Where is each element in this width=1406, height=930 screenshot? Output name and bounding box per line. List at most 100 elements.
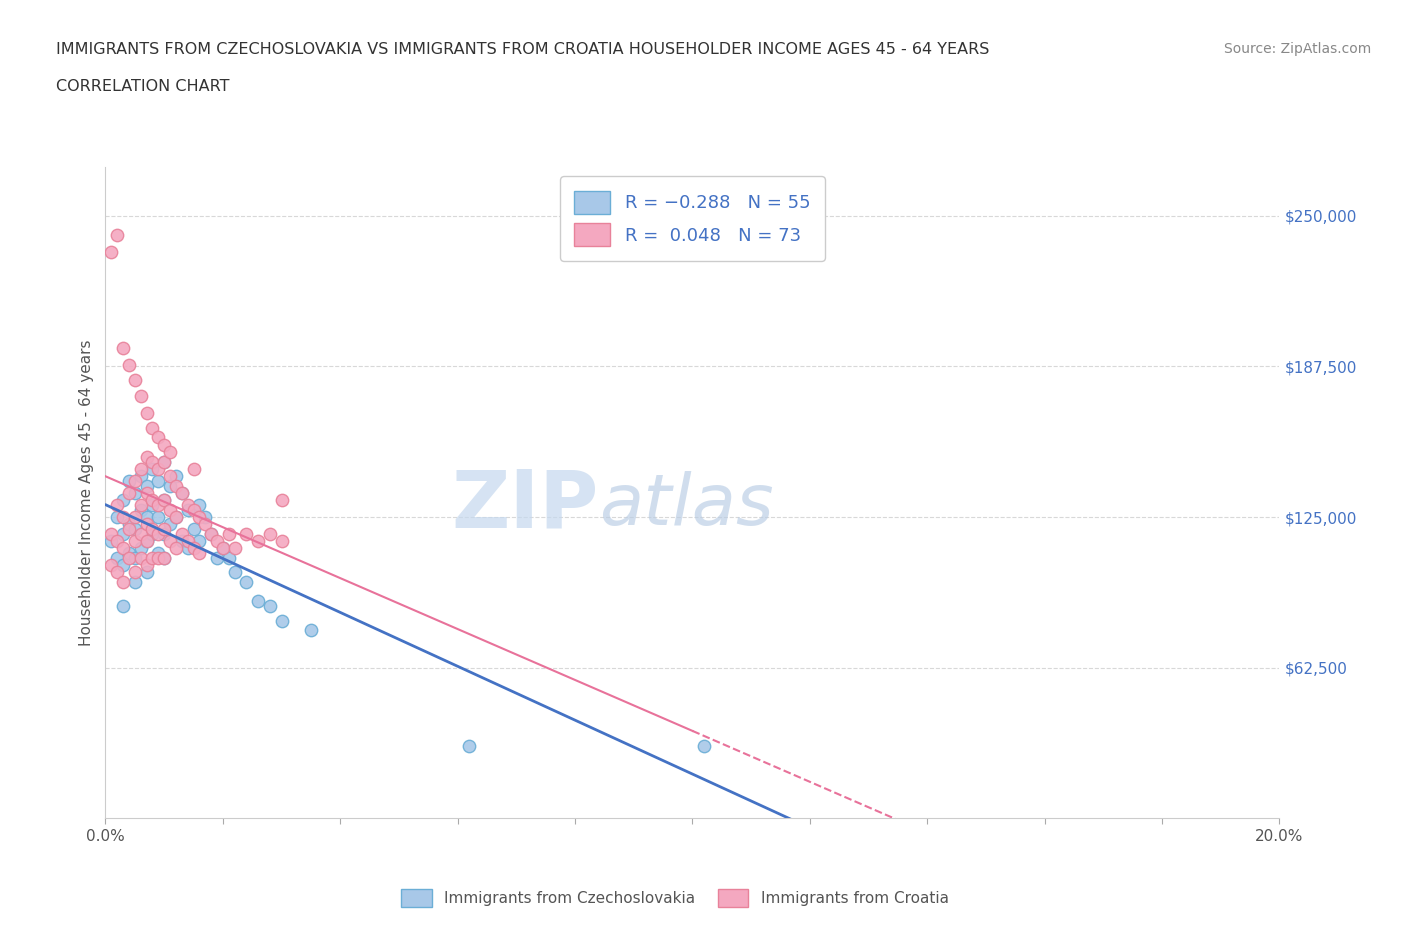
Point xyxy=(129,526,152,541)
Point xyxy=(100,534,122,549)
Point xyxy=(105,228,128,243)
Text: atlas: atlas xyxy=(599,472,773,540)
Point xyxy=(112,510,135,525)
Point xyxy=(105,510,128,525)
Point xyxy=(159,478,181,493)
Point xyxy=(112,575,135,590)
Point xyxy=(105,551,128,565)
Point xyxy=(153,437,176,452)
Point xyxy=(148,430,170,445)
Point xyxy=(200,526,222,541)
Point xyxy=(141,420,163,435)
Point xyxy=(124,575,146,590)
Point xyxy=(153,551,176,565)
Point xyxy=(153,493,176,508)
Point xyxy=(159,445,181,459)
Point xyxy=(153,454,176,469)
Point xyxy=(148,526,170,541)
Point xyxy=(112,493,135,508)
Point xyxy=(211,541,233,556)
Point xyxy=(165,510,187,525)
Point xyxy=(693,738,716,753)
Point xyxy=(188,510,211,525)
Point xyxy=(135,485,157,500)
Point xyxy=(188,498,211,512)
Point xyxy=(183,522,205,537)
Point xyxy=(118,546,141,561)
Point xyxy=(135,405,157,420)
Point xyxy=(176,498,198,512)
Point xyxy=(148,473,170,488)
Point xyxy=(270,613,292,628)
Point xyxy=(159,469,181,484)
Point xyxy=(124,473,146,488)
Point xyxy=(124,534,146,549)
Point xyxy=(129,502,152,517)
Point xyxy=(124,510,146,525)
Point xyxy=(200,526,222,541)
Point xyxy=(118,358,141,373)
Point xyxy=(165,510,187,525)
Point xyxy=(188,546,211,561)
Point xyxy=(270,493,292,508)
Point xyxy=(148,461,170,476)
Point xyxy=(183,461,205,476)
Legend: Immigrants from Czechoslovakia, Immigrants from Croatia: Immigrants from Czechoslovakia, Immigran… xyxy=(395,884,955,913)
Point xyxy=(141,461,163,476)
Point xyxy=(224,541,246,556)
Point xyxy=(176,541,198,556)
Point xyxy=(112,526,135,541)
Point xyxy=(129,389,152,404)
Legend: R = −0.288   N = 55, R =  0.048   N = 73: R = −0.288 N = 55, R = 0.048 N = 73 xyxy=(560,177,825,260)
Point xyxy=(135,517,157,532)
Point xyxy=(458,738,481,753)
Point xyxy=(100,526,122,541)
Point xyxy=(135,565,157,580)
Point xyxy=(118,551,141,565)
Point xyxy=(141,454,163,469)
Point xyxy=(124,522,146,537)
Point xyxy=(247,594,270,609)
Point xyxy=(135,478,157,493)
Text: Source: ZipAtlas.com: Source: ZipAtlas.com xyxy=(1223,42,1371,56)
Point xyxy=(176,502,198,517)
Point xyxy=(170,485,193,500)
Point xyxy=(170,526,193,541)
Point xyxy=(183,541,205,556)
Point xyxy=(148,551,170,565)
Point xyxy=(170,534,193,549)
Point xyxy=(170,485,193,500)
Point xyxy=(124,551,146,565)
Point xyxy=(176,534,198,549)
Point xyxy=(188,534,211,549)
Point xyxy=(118,522,141,537)
Point xyxy=(112,541,135,556)
Point xyxy=(112,558,135,573)
Point xyxy=(124,372,146,387)
Point xyxy=(112,599,135,614)
Point xyxy=(141,493,163,508)
Point xyxy=(270,534,292,549)
Point xyxy=(118,517,141,532)
Text: IMMIGRANTS FROM CZECHOSLOVAKIA VS IMMIGRANTS FROM CROATIA HOUSEHOLDER INCOME AGE: IMMIGRANTS FROM CZECHOSLOVAKIA VS IMMIGR… xyxy=(56,42,990,57)
Point xyxy=(159,502,181,517)
Point xyxy=(135,510,157,525)
Point xyxy=(129,498,152,512)
Point xyxy=(135,449,157,464)
Point xyxy=(299,623,322,638)
Point xyxy=(205,551,228,565)
Point xyxy=(153,454,176,469)
Point xyxy=(118,485,141,500)
Point xyxy=(129,541,152,556)
Point xyxy=(129,461,152,476)
Point xyxy=(153,493,176,508)
Point xyxy=(135,534,157,549)
Point xyxy=(124,485,146,500)
Point xyxy=(141,551,163,565)
Point xyxy=(135,534,157,549)
Point xyxy=(194,510,217,525)
Point xyxy=(165,469,187,484)
Point xyxy=(129,469,152,484)
Point xyxy=(153,526,176,541)
Point xyxy=(235,575,257,590)
